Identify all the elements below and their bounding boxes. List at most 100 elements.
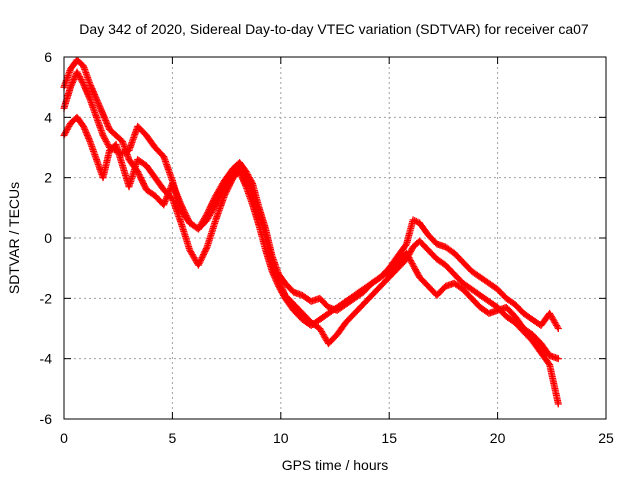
data-point [409, 261, 417, 269]
data-point [101, 115, 109, 123]
data-point [67, 82, 75, 90]
data-point [122, 148, 130, 156]
data-points [60, 56, 562, 408]
x-tick-label: 10 [273, 430, 289, 446]
data-point [83, 89, 91, 97]
data-point [84, 91, 92, 99]
data-point [61, 130, 69, 138]
data-point [139, 178, 147, 186]
data-point [228, 177, 236, 185]
data-point [198, 254, 206, 262]
data-point [100, 113, 108, 121]
y-tick-label: -2 [40, 290, 53, 306]
data-point [273, 278, 281, 286]
data-point [93, 97, 101, 105]
data-point [241, 180, 249, 188]
data-point [406, 255, 414, 263]
y-tick-label: 6 [44, 49, 52, 65]
y-tick-label: 0 [44, 230, 52, 246]
data-point [68, 79, 76, 87]
data-point [277, 287, 285, 295]
data-point [269, 269, 277, 277]
data-point [275, 284, 283, 292]
y-axis-label: SDTVAR / TECUs [6, 182, 22, 294]
data-point [77, 76, 85, 84]
data-point [67, 83, 75, 91]
data-point [202, 246, 210, 254]
data-point [271, 275, 279, 283]
data-point [545, 359, 553, 367]
data-point [236, 163, 244, 171]
data-point [196, 258, 204, 266]
data-point [225, 183, 233, 191]
data-point [224, 184, 232, 192]
data-point [80, 122, 88, 130]
data-point [78, 77, 86, 85]
grid [64, 57, 606, 419]
data-point [97, 106, 105, 114]
data-point [411, 217, 419, 225]
data-point [195, 260, 203, 268]
data-point [236, 162, 244, 170]
data-point [270, 272, 278, 280]
data-point [73, 68, 81, 76]
data-point [82, 128, 90, 136]
data-point [211, 202, 219, 210]
data-point [101, 134, 109, 142]
data-point [102, 118, 110, 126]
data-point [226, 180, 234, 188]
data-point [200, 249, 208, 257]
data-point [75, 73, 83, 81]
data-point [89, 88, 97, 96]
data-point [404, 252, 412, 260]
data-point [268, 267, 276, 275]
data-point [197, 257, 205, 265]
y-tick-label: -4 [40, 351, 53, 367]
data-point [81, 125, 89, 133]
data-point [272, 276, 280, 284]
data-point [199, 251, 207, 259]
data-point [160, 201, 168, 209]
data-point [65, 122, 73, 130]
data-point [278, 288, 286, 296]
data-point [80, 80, 88, 88]
y-tick-label: 4 [44, 109, 52, 125]
data-point [137, 175, 145, 183]
data-point [80, 82, 88, 90]
data-point [411, 266, 419, 274]
data-point [407, 258, 415, 266]
data-point [403, 249, 411, 257]
data-point [87, 83, 95, 91]
data-point [408, 260, 416, 268]
data-point [103, 119, 111, 127]
data-point [135, 171, 143, 179]
data-point [81, 83, 89, 91]
data-point [79, 79, 87, 87]
data-point [411, 264, 419, 272]
data-point [225, 181, 233, 189]
data-point [140, 181, 148, 189]
data-point [554, 355, 562, 363]
data-point [96, 104, 104, 112]
data-point [194, 261, 202, 269]
data-point [94, 100, 102, 108]
data-point [98, 107, 106, 115]
data-point [223, 186, 231, 194]
x-axis-label: GPS time / hours [282, 457, 389, 473]
data-point [104, 122, 112, 130]
data-point [237, 171, 245, 179]
data-point [96, 103, 104, 111]
data-point [236, 168, 244, 176]
data-point [104, 140, 112, 148]
data-point [89, 86, 97, 94]
data-point [83, 88, 91, 96]
data-point [90, 89, 98, 97]
data-point [100, 112, 108, 120]
data-point [137, 174, 145, 182]
data-point [273, 279, 281, 287]
data-point [92, 94, 100, 102]
data-point [407, 248, 415, 256]
data-point [85, 92, 93, 100]
data-point [70, 76, 78, 84]
